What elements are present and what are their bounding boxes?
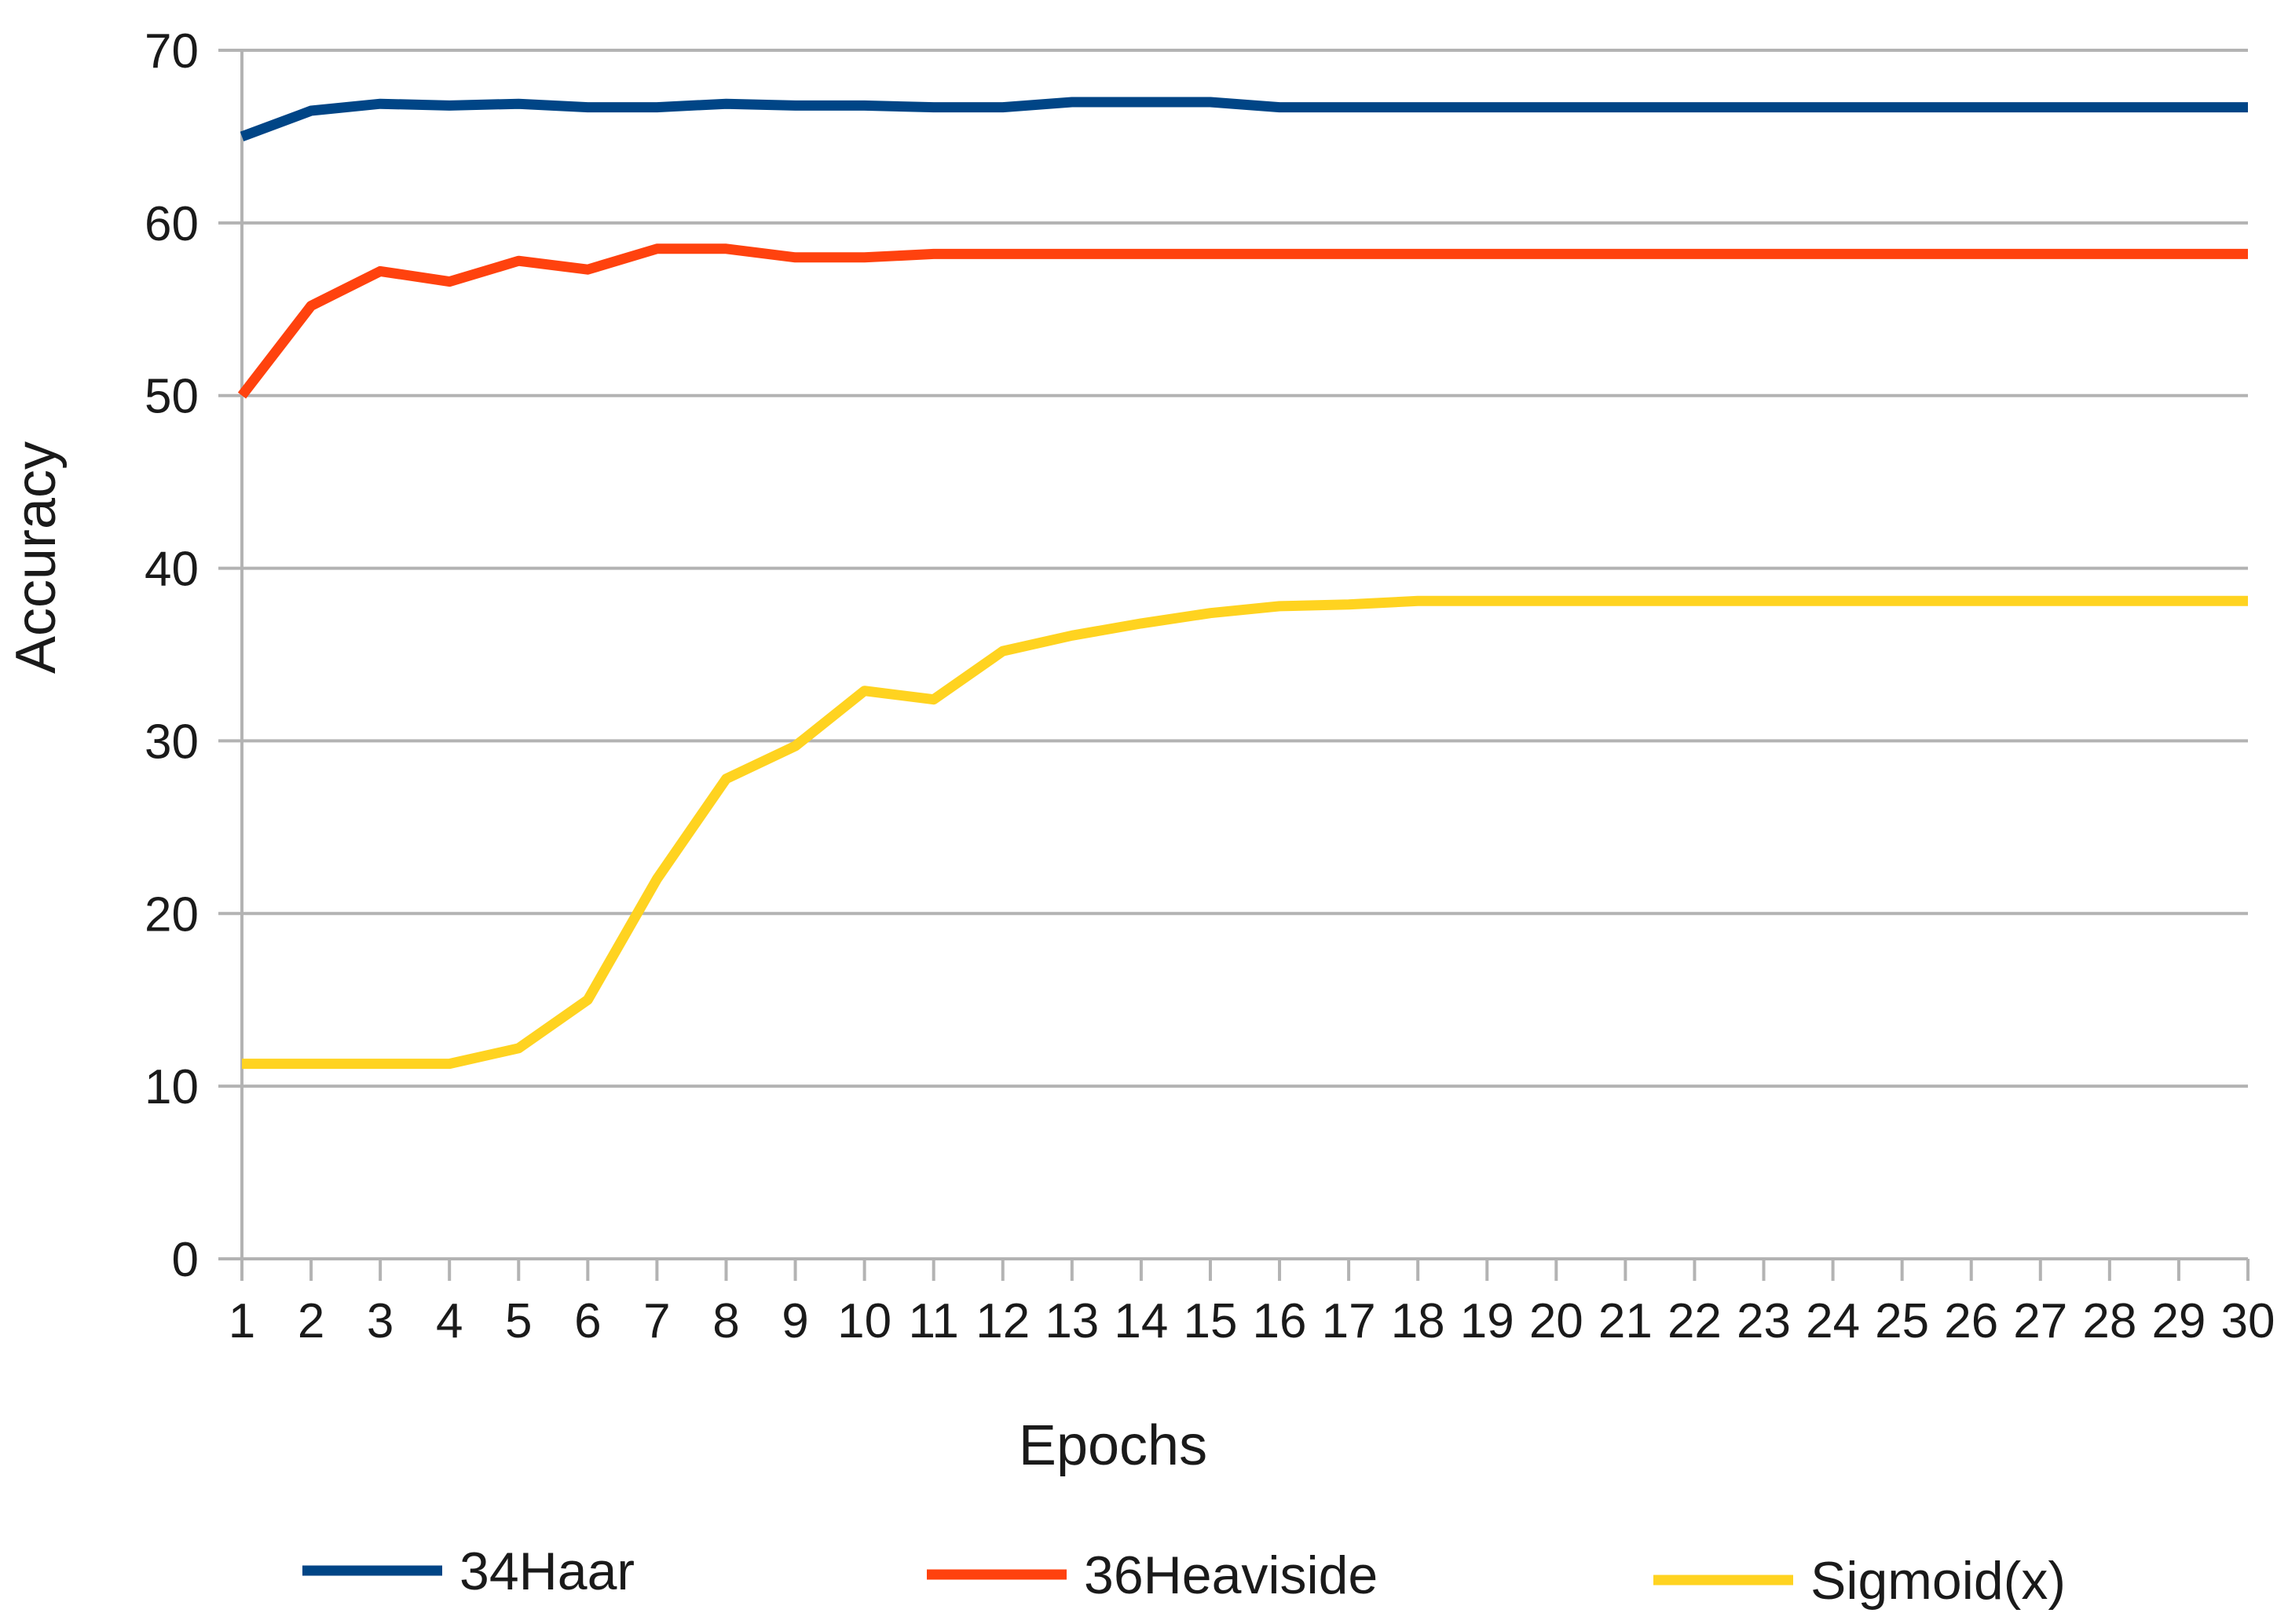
x-tick-label: 29 xyxy=(2151,1294,2206,1348)
x-tick-labels: 1 2 3 4 5 6 7 8 9 10 11 12 13 14 15 16 17 18 19 20 21 22 23 24 2… xyxy=(229,1294,2275,1348)
legend-label: 34Haar xyxy=(459,1542,635,1601)
x-tick-label: 22 xyxy=(1667,1294,1722,1348)
x-tick-label: 18 xyxy=(1391,1294,1445,1348)
x-tick-label: 8 xyxy=(712,1294,739,1348)
x-tick-label: 27 xyxy=(2013,1294,2067,1348)
x-tick-label: 13 xyxy=(1045,1294,1099,1348)
x-tick-label: 10 xyxy=(837,1294,891,1348)
x-tick-label: 9 xyxy=(782,1294,808,1348)
legend-label: Sigmoid(x) xyxy=(1810,1551,2066,1611)
axes xyxy=(240,50,2250,1281)
legend-label: 36Heaviside xyxy=(1084,1545,1378,1605)
x-tick-label: 17 xyxy=(1322,1294,1376,1348)
x-tick-label: 26 xyxy=(1944,1294,1998,1348)
x-tick-label: 3 xyxy=(367,1294,394,1348)
x-tick-label: 15 xyxy=(1183,1294,1237,1348)
y-tick-label: 10 xyxy=(145,1060,199,1114)
x-tick-label: 14 xyxy=(1114,1294,1168,1348)
x-tick-label: 25 xyxy=(1875,1294,1929,1348)
x-tick-label: 2 xyxy=(298,1294,324,1348)
series-line-34haar xyxy=(240,97,2248,141)
x-tick-label: 24 xyxy=(1806,1294,1860,1348)
series-line-sigmoid-x xyxy=(242,595,2248,1070)
x-tick-label: 23 xyxy=(1737,1294,1791,1348)
y-tick-label: 70 xyxy=(145,24,199,79)
y-tick-label: 30 xyxy=(145,715,199,769)
x-tick-label: 16 xyxy=(1253,1294,1307,1348)
y-tick-labels: 0 10 20 30 40 50 60 70 xyxy=(145,24,199,1287)
x-tick-label: 11 xyxy=(909,1294,959,1348)
x-tick-label: 19 xyxy=(1460,1294,1514,1348)
series-lines xyxy=(237,97,2248,1070)
x-tick-label: 30 xyxy=(2221,1294,2275,1348)
x-tick-label: 4 xyxy=(436,1294,463,1348)
x-axis-title: Epochs xyxy=(1019,1414,1207,1477)
x-tick-label: 1 xyxy=(229,1294,255,1348)
x-tick-label: 6 xyxy=(574,1294,601,1348)
x-tick-label: 5 xyxy=(505,1294,532,1348)
grid xyxy=(218,49,2248,1260)
y-tick-label: 40 xyxy=(145,543,199,597)
y-axis-title: Accuracy xyxy=(5,441,68,674)
series-line-36heaviside xyxy=(237,243,2248,399)
x-tick-label: 21 xyxy=(1598,1294,1653,1348)
x-tick-label: 12 xyxy=(976,1294,1030,1348)
x-tick-label: 28 xyxy=(2082,1294,2136,1348)
y-tick-label: 0 xyxy=(172,1233,199,1287)
y-tick-label: 20 xyxy=(145,887,199,942)
y-tick-label: 60 xyxy=(145,197,199,251)
legend: 34Haar 36Heaviside Sigmoid(x) xyxy=(302,1542,2066,1611)
x-tick-label: 7 xyxy=(643,1294,670,1348)
x-tick-label: 20 xyxy=(1529,1294,1583,1348)
y-tick-label: 50 xyxy=(145,370,199,424)
